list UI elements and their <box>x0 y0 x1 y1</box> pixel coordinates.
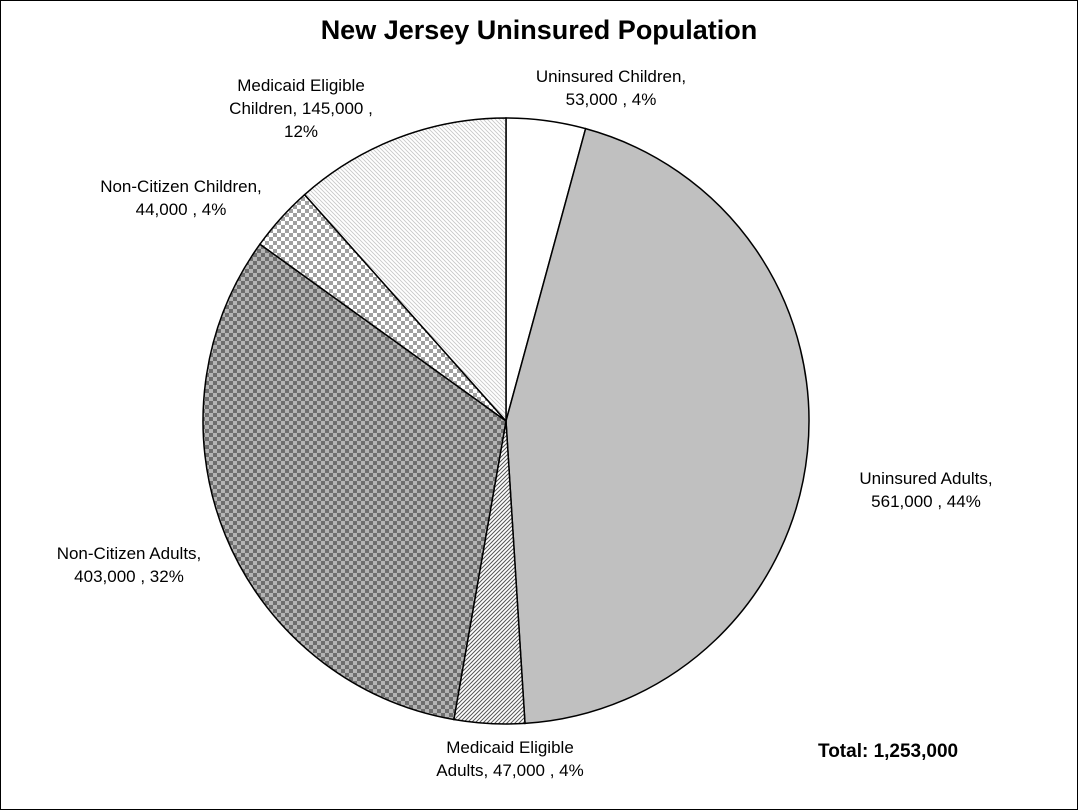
data-label-medicaid-eligible-children: Medicaid Eligible Children, 145,000 , 12% <box>201 74 401 143</box>
pie-slices <box>202 117 810 725</box>
pie-slice-uninsured-adults <box>505 127 810 725</box>
data-label-line: 44,000 , 4% <box>135 200 227 219</box>
data-label-non-citizen-children: Non-Citizen Children, 44,000 , 4% <box>61 175 301 221</box>
chart-title: New Jersey Uninsured Population <box>320 15 758 45</box>
pie-slice-medicaid-eligible-children <box>303 117 507 423</box>
data-label-line: Uninsured Adults, <box>859 469 993 488</box>
data-label-uninsured-children: Uninsured Children, 53,000 , 4% <box>501 65 721 111</box>
data-label-line: Non-Citizen Children, <box>100 177 262 196</box>
data-label-line: Non-Citizen Adults, <box>56 544 202 563</box>
data-label-line: 561,000 , 44% <box>871 492 981 511</box>
total-label: Total: 1,253,000 <box>818 741 959 762</box>
data-label-line: Uninsured Children, <box>535 67 687 86</box>
data-label-line: 403,000 , 32% <box>74 567 184 586</box>
data-label-line: 12% <box>283 122 319 141</box>
data-label-non-citizen-adults: Non-Citizen Adults, 403,000 , 32% <box>19 542 239 588</box>
data-label-line: Children, 145,000 , <box>229 99 373 118</box>
data-label-line: Adults, 47,000 , 4% <box>436 761 584 780</box>
data-label-medicaid-eligible-adults: Medicaid Eligible Adults, 47,000 , 4% <box>395 736 625 782</box>
data-label-uninsured-adults: Uninsured Adults, 561,000 , 44% <box>811 467 1041 513</box>
data-label-line: Medicaid Eligible <box>237 76 365 95</box>
data-label-line: Medicaid Eligible <box>446 738 574 757</box>
data-label-line: 53,000 , 4% <box>565 90 657 109</box>
pie-slice-non-citizen-adults <box>202 243 507 721</box>
